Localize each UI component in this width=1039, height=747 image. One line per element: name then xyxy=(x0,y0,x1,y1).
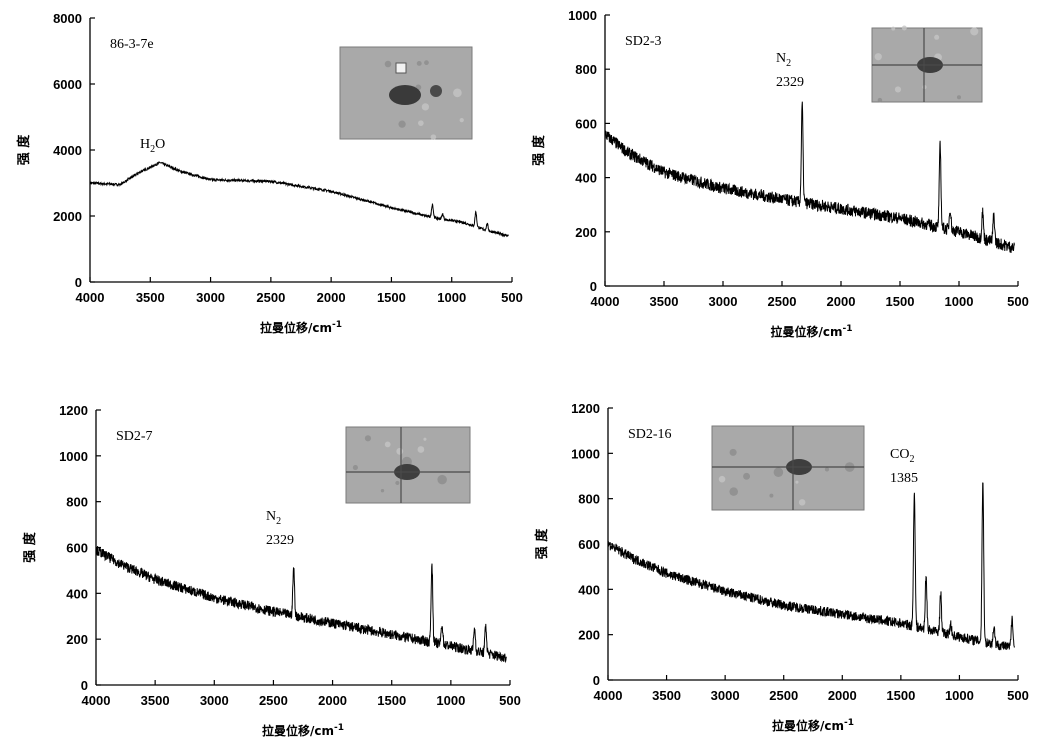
raman-panel-3: 0 200 400 600 800 1000 1200 4000 3500 3000 2500 200… xyxy=(22,403,521,738)
x-tick-label: 1500 xyxy=(377,693,406,708)
y-tick-label: 800 xyxy=(575,62,597,77)
peak-annotation: N2 xyxy=(776,51,791,69)
y-tick-label: 0 xyxy=(75,275,82,290)
peak-wavenumber: 2329 xyxy=(776,75,804,90)
micrograph-inset xyxy=(711,425,865,511)
y-tick-label: 600 xyxy=(66,541,88,556)
y-axis-label: 强 度 xyxy=(22,531,38,563)
peak-annotation: CO2 xyxy=(890,447,914,465)
peak-annotation: H2O xyxy=(140,137,165,155)
x-tick-label: 2500 xyxy=(769,688,798,703)
x-tick-label: 2000 xyxy=(827,294,856,309)
x-tick-label: 1500 xyxy=(886,688,915,703)
y-tick-label: 200 xyxy=(66,632,88,647)
x-tick-label: 2000 xyxy=(317,290,346,305)
x-tick-label: 3500 xyxy=(652,688,681,703)
raman-panel-1: 0 2000 4000 6000 8000 4000 3500 3000 2500 2000 150… xyxy=(16,11,523,335)
y-tick-label: 2000 xyxy=(53,209,82,224)
raman-panel-4: 0 200 400 600 800 1000 1200 4000 3500 3000 2500 200… xyxy=(534,401,1029,733)
x-tick-label: 2500 xyxy=(768,294,797,309)
x-tick-label: 4000 xyxy=(594,688,623,703)
micrograph-inset xyxy=(871,25,983,103)
y-tick-label: 1200 xyxy=(571,401,600,416)
spectrum-line xyxy=(604,101,1015,253)
sample-label: SD2-7 xyxy=(116,429,153,444)
x-axis-label: 拉曼位移/cm-1 xyxy=(770,324,852,339)
x-axis-label: 拉曼位移/cm-1 xyxy=(260,320,342,335)
spectrum-line xyxy=(95,545,507,664)
x-tick-label: 3000 xyxy=(200,693,229,708)
y-tick-label: 400 xyxy=(578,582,600,597)
x-tick-label: 1000 xyxy=(437,290,466,305)
x-tick-label: 4000 xyxy=(76,290,105,305)
y-tick-label: 600 xyxy=(575,116,597,131)
micrograph-inset xyxy=(339,46,473,140)
y-tick-label: 600 xyxy=(578,537,600,552)
x-tick-label: 3500 xyxy=(136,290,165,305)
y-tick-label: 0 xyxy=(593,673,600,688)
micrograph-inset xyxy=(345,426,471,504)
y-tick-label: 1000 xyxy=(59,449,88,464)
x-tick-label: 500 xyxy=(501,290,523,305)
x-axis-label: 拉曼位移/cm-1 xyxy=(772,718,854,733)
x-tick-label: 3000 xyxy=(196,290,225,305)
y-tick-label: 8000 xyxy=(53,11,82,26)
y-tick-label: 400 xyxy=(66,586,88,601)
x-tick-label: 1500 xyxy=(886,294,915,309)
x-tick-label: 500 xyxy=(499,693,521,708)
x-tick-label: 1500 xyxy=(377,290,406,305)
y-tick-label: 0 xyxy=(81,678,88,693)
y-tick-label: 1000 xyxy=(568,8,597,23)
y-axis-label: 强 度 xyxy=(16,134,32,166)
y-tick-label: 0 xyxy=(590,279,597,294)
y-tick-label: 400 xyxy=(575,171,597,186)
x-tick-label: 3000 xyxy=(709,294,738,309)
x-tick-label: 500 xyxy=(1007,294,1029,309)
y-tick-label: 200 xyxy=(575,225,597,240)
x-tick-label: 2000 xyxy=(828,688,857,703)
peak-wavenumber: 2329 xyxy=(266,533,294,548)
x-tick-label: 2500 xyxy=(259,693,288,708)
x-tick-label: 3500 xyxy=(141,693,170,708)
x-axis-label: 拉曼位移/cm-1 xyxy=(262,723,344,738)
spectrum-line xyxy=(89,161,509,238)
y-tick-label: 800 xyxy=(578,492,600,507)
sample-label: SD2-16 xyxy=(628,427,672,442)
raman-panel-2: 0 200 400 600 800 1000 4000 3500 3000 2500 2000 150… xyxy=(531,8,1029,339)
x-tick-label: 3500 xyxy=(650,294,679,309)
sample-label: 86-3-7e xyxy=(110,37,154,52)
x-tick-label: 1000 xyxy=(945,294,974,309)
peak-annotation: N2 xyxy=(266,509,281,527)
x-tick-label: 500 xyxy=(1007,688,1029,703)
x-tick-label: 2000 xyxy=(318,693,347,708)
spectrum-line xyxy=(607,482,1015,651)
sample-label: SD2-3 xyxy=(625,34,662,49)
y-tick-label: 1000 xyxy=(571,446,600,461)
y-axis-label: 强 度 xyxy=(531,134,547,166)
x-tick-label: 1000 xyxy=(945,688,974,703)
y-tick-label: 6000 xyxy=(53,77,82,92)
x-tick-label: 4000 xyxy=(591,294,620,309)
y-tick-label: 1200 xyxy=(59,403,88,418)
x-tick-label: 4000 xyxy=(82,693,111,708)
y-tick-label: 200 xyxy=(578,628,600,643)
x-tick-label: 2500 xyxy=(256,290,285,305)
y-tick-label: 4000 xyxy=(53,143,82,158)
y-tick-label: 800 xyxy=(66,495,88,510)
y-axis-label: 强 度 xyxy=(534,528,550,560)
x-tick-label: 1000 xyxy=(436,693,465,708)
peak-wavenumber: 1385 xyxy=(890,471,918,486)
x-tick-label: 3000 xyxy=(711,688,740,703)
